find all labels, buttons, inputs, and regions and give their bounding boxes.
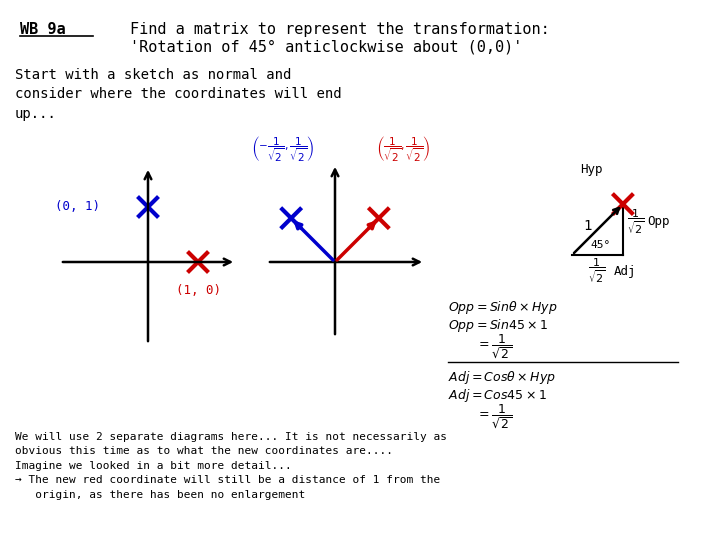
Text: 45°: 45° bbox=[590, 240, 611, 250]
Text: $Adj = Cos45 \times 1$: $Adj = Cos45 \times 1$ bbox=[448, 388, 547, 404]
Text: 'Rotation of 45° anticlockwise about (0,0)': 'Rotation of 45° anticlockwise about (0,… bbox=[130, 40, 523, 55]
Text: $Adj = Cos\theta \times Hyp$: $Adj = Cos\theta \times Hyp$ bbox=[448, 369, 556, 387]
Text: Find a matrix to represent the transformation:: Find a matrix to represent the transform… bbox=[130, 22, 550, 37]
Text: WB 9a: WB 9a bbox=[20, 22, 66, 37]
Text: $Opp = Sin45 \times 1$: $Opp = Sin45 \times 1$ bbox=[448, 318, 549, 334]
Text: $\left(-\dfrac{1}{\sqrt{2}},\dfrac{1}{\sqrt{2}}\right)$: $\left(-\dfrac{1}{\sqrt{2}},\dfrac{1}{\s… bbox=[251, 135, 315, 164]
Text: (0, 1): (0, 1) bbox=[55, 200, 100, 213]
Text: $\left(\dfrac{1}{\sqrt{2}},\dfrac{1}{\sqrt{2}}\right)$: $\left(\dfrac{1}{\sqrt{2}},\dfrac{1}{\sq… bbox=[376, 135, 431, 164]
Text: Opp: Opp bbox=[647, 215, 670, 228]
Text: (1, 0): (1, 0) bbox=[176, 284, 220, 297]
Text: $\dfrac{1}{\sqrt{2}}$: $\dfrac{1}{\sqrt{2}}$ bbox=[588, 257, 606, 285]
Text: $= \dfrac{1}{\sqrt{2}}$: $= \dfrac{1}{\sqrt{2}}$ bbox=[476, 333, 513, 361]
Text: $Opp = Sin\theta \times Hyp$: $Opp = Sin\theta \times Hyp$ bbox=[448, 300, 557, 316]
Text: $\dfrac{1}{\sqrt{2}}$: $\dfrac{1}{\sqrt{2}}$ bbox=[627, 207, 645, 235]
Text: We will use 2 separate diagrams here... It is not necessarily as
obvious this ti: We will use 2 separate diagrams here... … bbox=[15, 432, 447, 500]
Text: Hyp: Hyp bbox=[580, 164, 603, 177]
Text: $= \dfrac{1}{\sqrt{2}}$: $= \dfrac{1}{\sqrt{2}}$ bbox=[476, 403, 513, 431]
Text: Adj: Adj bbox=[614, 265, 636, 278]
Text: Start with a sketch as normal and
consider where the coordinates will end
up...: Start with a sketch as normal and consid… bbox=[15, 68, 341, 121]
Text: 1: 1 bbox=[583, 219, 592, 233]
